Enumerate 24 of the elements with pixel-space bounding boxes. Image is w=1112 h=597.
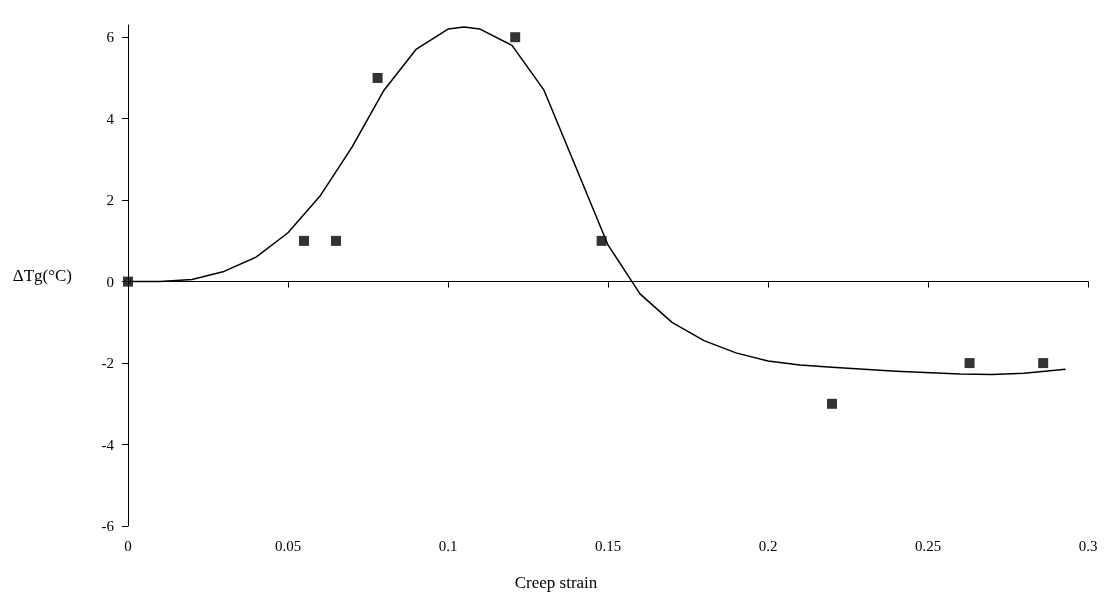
point — [827, 398, 837, 409]
text: Creep strain — [514, 573, 598, 592]
x-tick-label: 0.15 — [594, 537, 622, 554]
point — [331, 235, 341, 246]
x-tick-label: 0.3 — [1078, 537, 1098, 554]
point — [510, 32, 521, 43]
point — [299, 235, 309, 246]
y-tick-label: 6 — [106, 29, 115, 46]
y-tick-label: -6 — [101, 518, 115, 534]
x-tick-label: 0 — [124, 537, 132, 554]
y-tick-label: -2 — [101, 355, 114, 372]
y-tick-label: 0 — [106, 273, 114, 290]
x-tick-label: 0.25 — [914, 537, 942, 554]
x-tick-label: 0.05 — [274, 537, 302, 554]
x-tick-label: 0.1 — [438, 537, 458, 554]
y-tick-label: 4 — [106, 110, 115, 127]
y-tick-label: -4 — [101, 436, 115, 453]
point — [372, 72, 383, 83]
y-axis-title: ΔTg(°C) — [12, 266, 72, 285]
point — [596, 235, 607, 246]
x-tick-label: 0.2 — [758, 537, 778, 554]
point — [964, 358, 975, 369]
point — [1038, 358, 1049, 369]
y-tick-label: 2 — [106, 192, 114, 209]
